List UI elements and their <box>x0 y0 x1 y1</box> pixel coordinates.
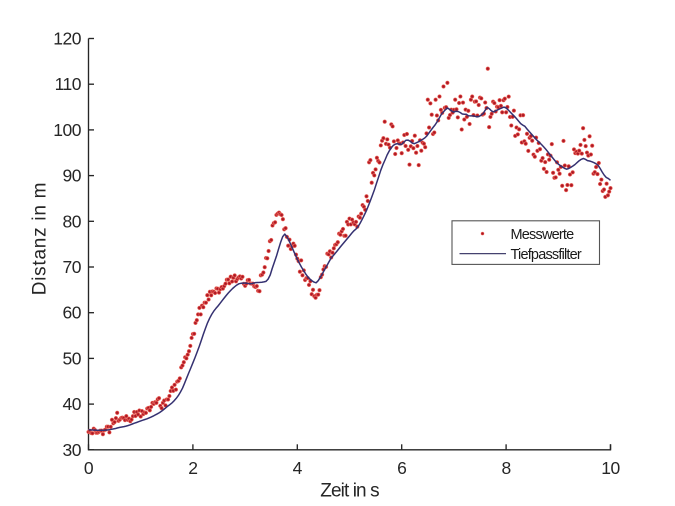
svg-text:70: 70 <box>63 257 82 277</box>
svg-text:6: 6 <box>397 458 406 478</box>
svg-text:Zeit in s: Zeit in s <box>320 481 379 502</box>
svg-text:4: 4 <box>293 458 303 478</box>
svg-text:Messwerte: Messwerte <box>511 227 575 243</box>
svg-text:Distanz in m: Distanz in m <box>30 182 51 296</box>
svg-text:90: 90 <box>63 166 82 186</box>
svg-text:100: 100 <box>53 120 81 140</box>
svg-text:40: 40 <box>63 394 82 414</box>
svg-text:50: 50 <box>63 348 82 368</box>
svg-text:110: 110 <box>55 74 82 94</box>
svg-text:60: 60 <box>63 303 82 323</box>
svg-text:8: 8 <box>501 458 510 478</box>
svg-text:2: 2 <box>188 458 197 478</box>
svg-text:0: 0 <box>84 458 94 478</box>
svg-text:10: 10 <box>601 458 620 478</box>
svg-text:Tiefpassfilter: Tiefpassfilter <box>511 247 582 263</box>
svg-text:80: 80 <box>63 211 82 231</box>
svg-text:120: 120 <box>53 29 81 49</box>
svg-text:30: 30 <box>63 440 82 460</box>
